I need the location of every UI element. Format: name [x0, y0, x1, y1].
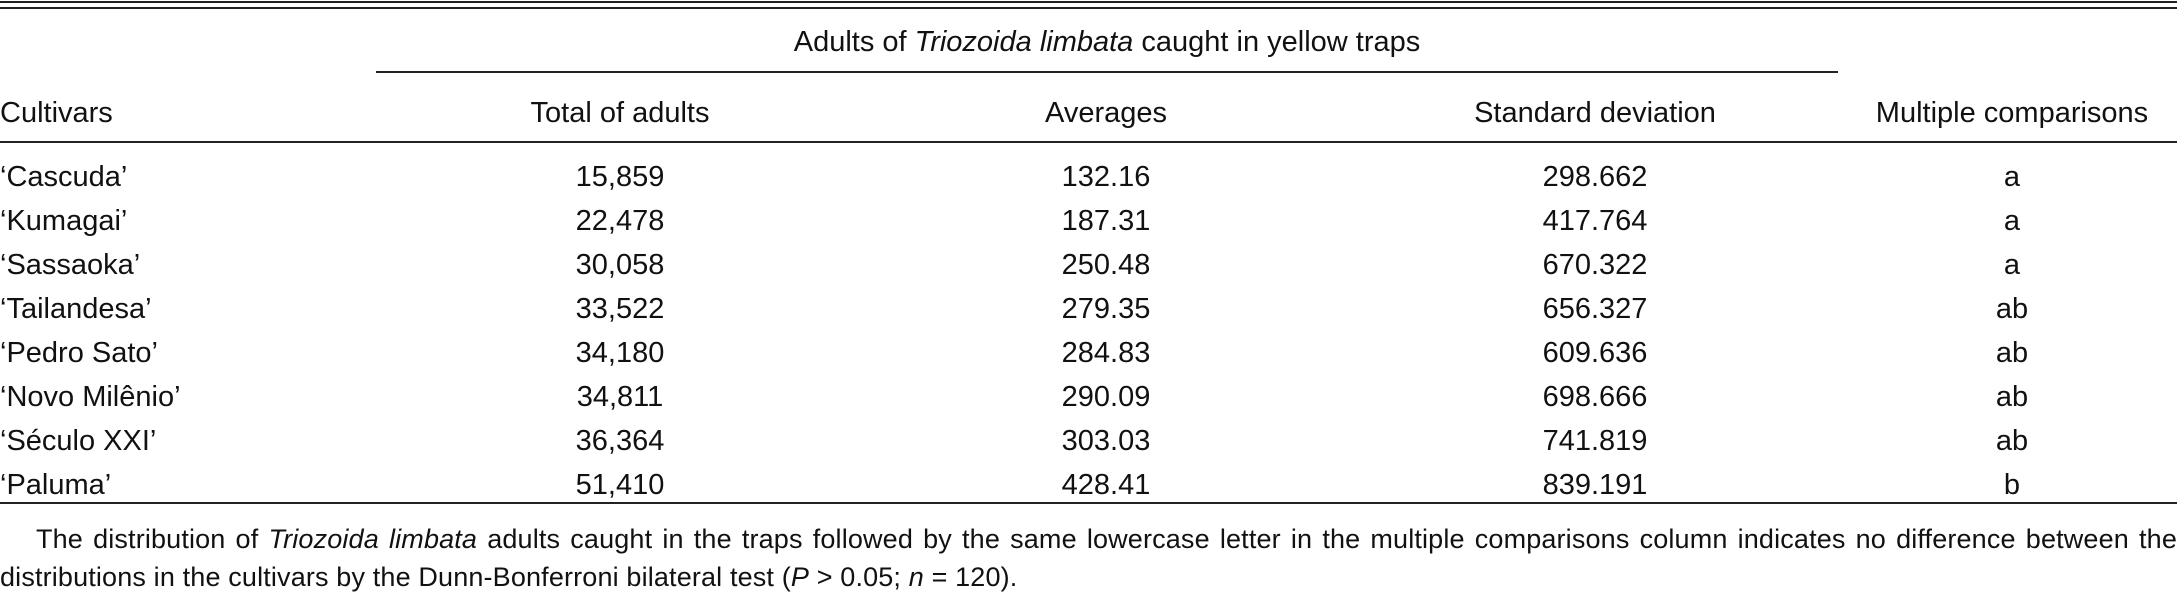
spanner-species: Triozoida limbata [914, 26, 1134, 58]
cell-average: 428.41 [1061, 469, 1151, 501]
note-species: Triozoida limbata [268, 524, 478, 554]
cell-cultivar: ‘Paluma’ [0, 469, 112, 501]
cell-total: 33,522 [575, 293, 665, 325]
header-total: Total of adults [530, 97, 710, 129]
cell-standard-deviation: 609.636 [1542, 337, 1648, 369]
cell-standard-deviation: 670.322 [1542, 249, 1648, 281]
table-row: ‘Tailandesa’ 33,522 279.35 656.327 ab [0, 287, 2177, 331]
cell-cultivar: ‘Sassaoka’ [0, 249, 141, 281]
cell-cultivar: ‘Século XXI’ [0, 425, 157, 457]
cell-cultivar: ‘Novo Milênio’ [0, 381, 181, 413]
header-standard-deviation: Standard deviation [1474, 97, 1716, 129]
note-part1: The distribution of [36, 524, 269, 554]
cell-total: 34,180 [575, 337, 665, 369]
cell-cultivar: ‘Pedro Sato’ [0, 337, 158, 369]
cell-total: 36,364 [575, 425, 665, 457]
cell-multiple-comparison: a [2003, 161, 2021, 193]
cell-multiple-comparison: ab [1995, 293, 2029, 325]
cell-total: 22,478 [575, 205, 665, 237]
cell-cultivar: ‘Tailandesa’ [0, 293, 152, 325]
table-row: ‘Cascuda’ 15,859 132.16 298.662 a [0, 155, 2177, 199]
table-row: ‘Século XXI’ 36,364 303.03 741.819 ab [0, 419, 2177, 463]
cell-average: 132.16 [1061, 161, 1151, 193]
cell-cultivar: ‘Cascuda’ [0, 161, 128, 193]
cell-total: 34,811 [576, 381, 664, 413]
bottom-rule [0, 502, 2177, 504]
spanner-suffix: caught in yellow traps [1133, 26, 1421, 58]
cell-standard-deviation: 741.819 [1542, 425, 1648, 457]
table-row: ‘Kumagai’ 22,478 187.31 417.764 a [0, 199, 2177, 243]
cell-multiple-comparison: ab [1995, 337, 2029, 369]
note-p-symbol: P [790, 562, 810, 592]
spanner-rule [376, 71, 1838, 73]
table-row: ‘Novo Milênio’ 34,811 290.09 698.666 ab [0, 375, 2177, 419]
cell-multiple-comparison: ab [1995, 425, 2029, 457]
cell-standard-deviation: 839.191 [1542, 469, 1648, 501]
cell-cultivar: ‘Kumagai’ [0, 205, 128, 237]
spanner-header: Adults of Triozoida limbata caught in ye… [376, 22, 1838, 62]
table-row: ‘Sassaoka’ 30,058 250.48 670.322 a [0, 243, 2177, 287]
cell-multiple-comparison: a [2003, 249, 2021, 281]
header-rule [0, 141, 2177, 143]
cell-average: 290.09 [1061, 381, 1151, 413]
cell-standard-deviation: 417.764 [1542, 205, 1648, 237]
header-cultivars: Cultivars [0, 97, 113, 129]
cell-total: 15,859 [575, 161, 665, 193]
cell-total: 30,058 [575, 249, 665, 281]
cell-standard-deviation: 656.327 [1542, 293, 1648, 325]
cell-average: 284.83 [1061, 337, 1151, 369]
table-row: ‘Pedro Sato’ 34,180 284.83 609.636 ab [0, 331, 2177, 375]
cell-average: 187.31 [1061, 205, 1151, 237]
note-n-symbol: n [908, 562, 924, 592]
cell-average: 279.35 [1061, 293, 1151, 325]
table-body: ‘Cascuda’ 15,859 132.16 298.662 a ‘Kumagai’ 22… [0, 155, 2177, 507]
cell-standard-deviation: 298.662 [1542, 161, 1648, 193]
cell-average: 303.03 [1061, 425, 1151, 457]
note-part3: > 0.05; [809, 562, 909, 592]
note-part4: = 120). [923, 562, 1018, 592]
top-rule-inner [0, 7, 2177, 9]
cell-multiple-comparison: ab [1995, 381, 2029, 413]
cell-multiple-comparison: b [2003, 469, 2021, 501]
spanner-prefix: Adults of [793, 26, 915, 58]
table-row: ‘Paluma’ 51,410 428.41 839.191 b [0, 463, 2177, 507]
cell-average: 250.48 [1061, 249, 1151, 281]
table-footnote: The distribution of Triozoida limbata ad… [0, 520, 2177, 596]
cell-multiple-comparison: a [2003, 205, 2021, 237]
header-averages: Averages [1045, 97, 1167, 129]
header-multiple-comparisons: Multiple comparisons [1875, 97, 2149, 129]
note-part2: adults caught in the traps followed by t… [0, 524, 2177, 592]
cell-total: 51,410 [575, 469, 665, 501]
cell-standard-deviation: 698.666 [1542, 381, 1648, 413]
top-rule-outer [0, 1, 2177, 3]
